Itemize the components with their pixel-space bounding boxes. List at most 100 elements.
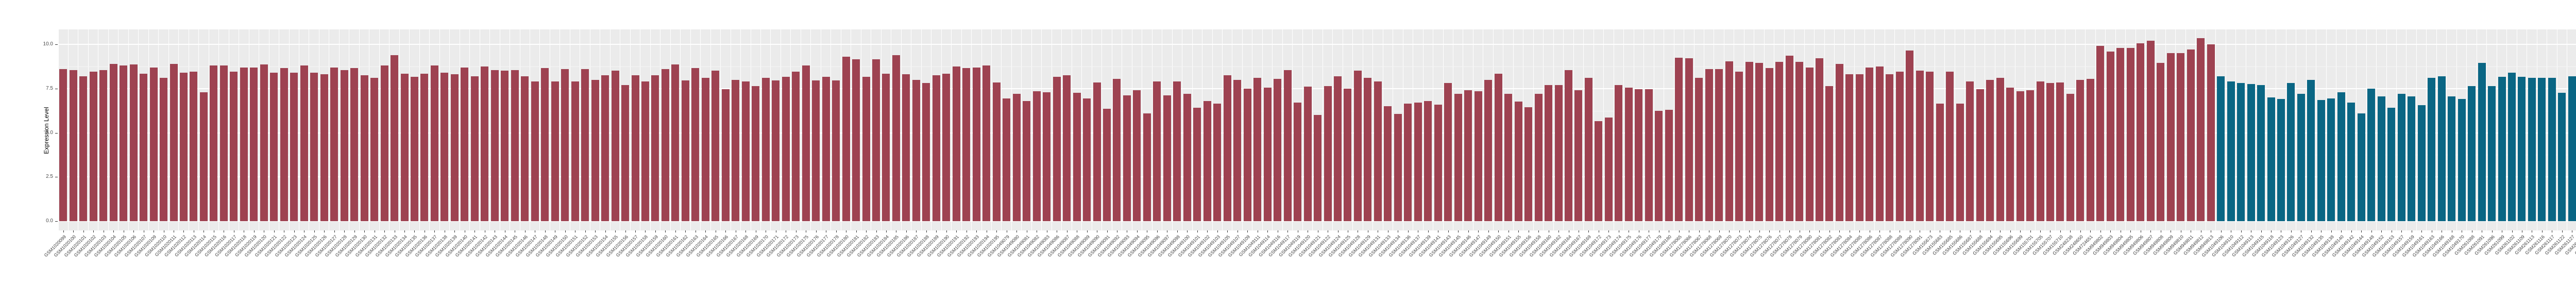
vertical-gridline	[148, 29, 149, 230]
x-tick	[1990, 230, 1991, 232]
bar	[732, 79, 740, 221]
bar	[1294, 103, 1302, 221]
x-tick	[2271, 230, 2272, 232]
bar	[952, 66, 960, 221]
bar	[1565, 70, 1573, 221]
vertical-gridline	[1553, 29, 1554, 230]
x-tick	[916, 230, 917, 232]
bar	[2508, 72, 2516, 221]
vertical-gridline	[108, 29, 109, 230]
x-tick	[1478, 230, 1479, 232]
vertical-gridline	[760, 29, 761, 230]
bar	[1845, 74, 1854, 221]
vertical-gridline	[901, 29, 902, 230]
vertical-gridline	[1192, 29, 1193, 230]
bar	[1283, 70, 1292, 221]
bar	[230, 72, 238, 221]
x-tick	[625, 230, 626, 232]
bar	[2036, 81, 2044, 221]
x-tick	[2010, 230, 2011, 232]
vertical-gridline	[539, 29, 540, 230]
bar	[1274, 78, 1282, 221]
x-tick	[2492, 230, 2493, 232]
x-tick	[725, 230, 726, 232]
bar	[1745, 62, 1753, 221]
vertical-gridline	[419, 29, 420, 230]
bar	[2478, 63, 2486, 221]
bar	[761, 78, 770, 221]
vertical-gridline	[2416, 29, 2417, 230]
vertical-gridline	[609, 29, 611, 230]
bar	[1695, 78, 1703, 221]
x-tick	[2361, 230, 2362, 232]
bar	[1534, 94, 1543, 221]
bar	[1805, 67, 1814, 221]
bar	[2428, 78, 2436, 221]
vertical-gridline	[2386, 29, 2387, 230]
x-tick	[334, 230, 335, 232]
x-tick	[816, 230, 817, 232]
bar	[2217, 76, 2225, 221]
bar	[2518, 77, 2526, 221]
bar	[1263, 88, 1272, 221]
bar	[1936, 103, 1944, 221]
x-tick	[2110, 230, 2111, 232]
bar	[1755, 63, 1764, 221]
x-tick	[886, 230, 887, 232]
bar	[962, 68, 971, 221]
bar	[1213, 103, 1222, 221]
bar	[1956, 103, 1964, 221]
x-tick	[524, 230, 526, 232]
bar	[1665, 109, 1673, 221]
x-tick	[1538, 230, 1539, 232]
vertical-gridline	[1493, 29, 1494, 230]
vertical-gridline	[1372, 29, 1374, 230]
x-tick	[274, 230, 275, 232]
bar	[2558, 93, 2566, 221]
x-tick	[1227, 230, 1228, 232]
bar	[631, 75, 639, 221]
x-tick	[2130, 230, 2131, 232]
x-tick	[1287, 230, 1289, 232]
vertical-gridline	[700, 29, 701, 230]
vertical-gridline	[1894, 29, 1895, 230]
vertical-gridline	[2506, 29, 2507, 230]
bar	[1404, 103, 1412, 221]
vertical-gridline	[67, 29, 69, 230]
bar	[199, 92, 208, 221]
bar	[1173, 81, 1181, 221]
bar	[190, 72, 198, 221]
bar	[1715, 69, 1723, 221]
bar	[932, 75, 940, 221]
x-tick	[2060, 230, 2061, 232]
vertical-gridline	[379, 29, 380, 230]
vertical-gridline	[2486, 29, 2487, 230]
bar	[2177, 53, 2185, 221]
x-tick	[2261, 230, 2262, 232]
vertical-gridline	[359, 29, 360, 230]
vertical-gridline	[439, 29, 440, 230]
y-tick-label: 2.5	[46, 174, 53, 180]
bar	[1775, 62, 1784, 221]
bar	[129, 64, 138, 221]
bar	[461, 67, 469, 221]
bar	[2146, 41, 2155, 221]
bar	[651, 75, 659, 221]
x-tick	[1157, 230, 1158, 232]
vertical-gridline	[2175, 29, 2176, 230]
vertical-gridline	[2145, 29, 2146, 230]
x-tick	[2562, 230, 2563, 232]
bar	[1685, 58, 1693, 221]
bar	[219, 65, 228, 221]
vertical-gridline	[1282, 29, 1283, 230]
bar	[1303, 87, 1312, 221]
vertical-gridline	[2456, 29, 2457, 230]
x-tick	[344, 230, 345, 232]
plot-panel	[58, 29, 2576, 230]
bar	[711, 71, 720, 221]
vertical-gridline	[2306, 29, 2307, 230]
bar	[2026, 90, 2035, 221]
vertical-gridline	[1824, 29, 1825, 230]
bar	[1032, 91, 1041, 221]
bar	[1474, 91, 1482, 221]
